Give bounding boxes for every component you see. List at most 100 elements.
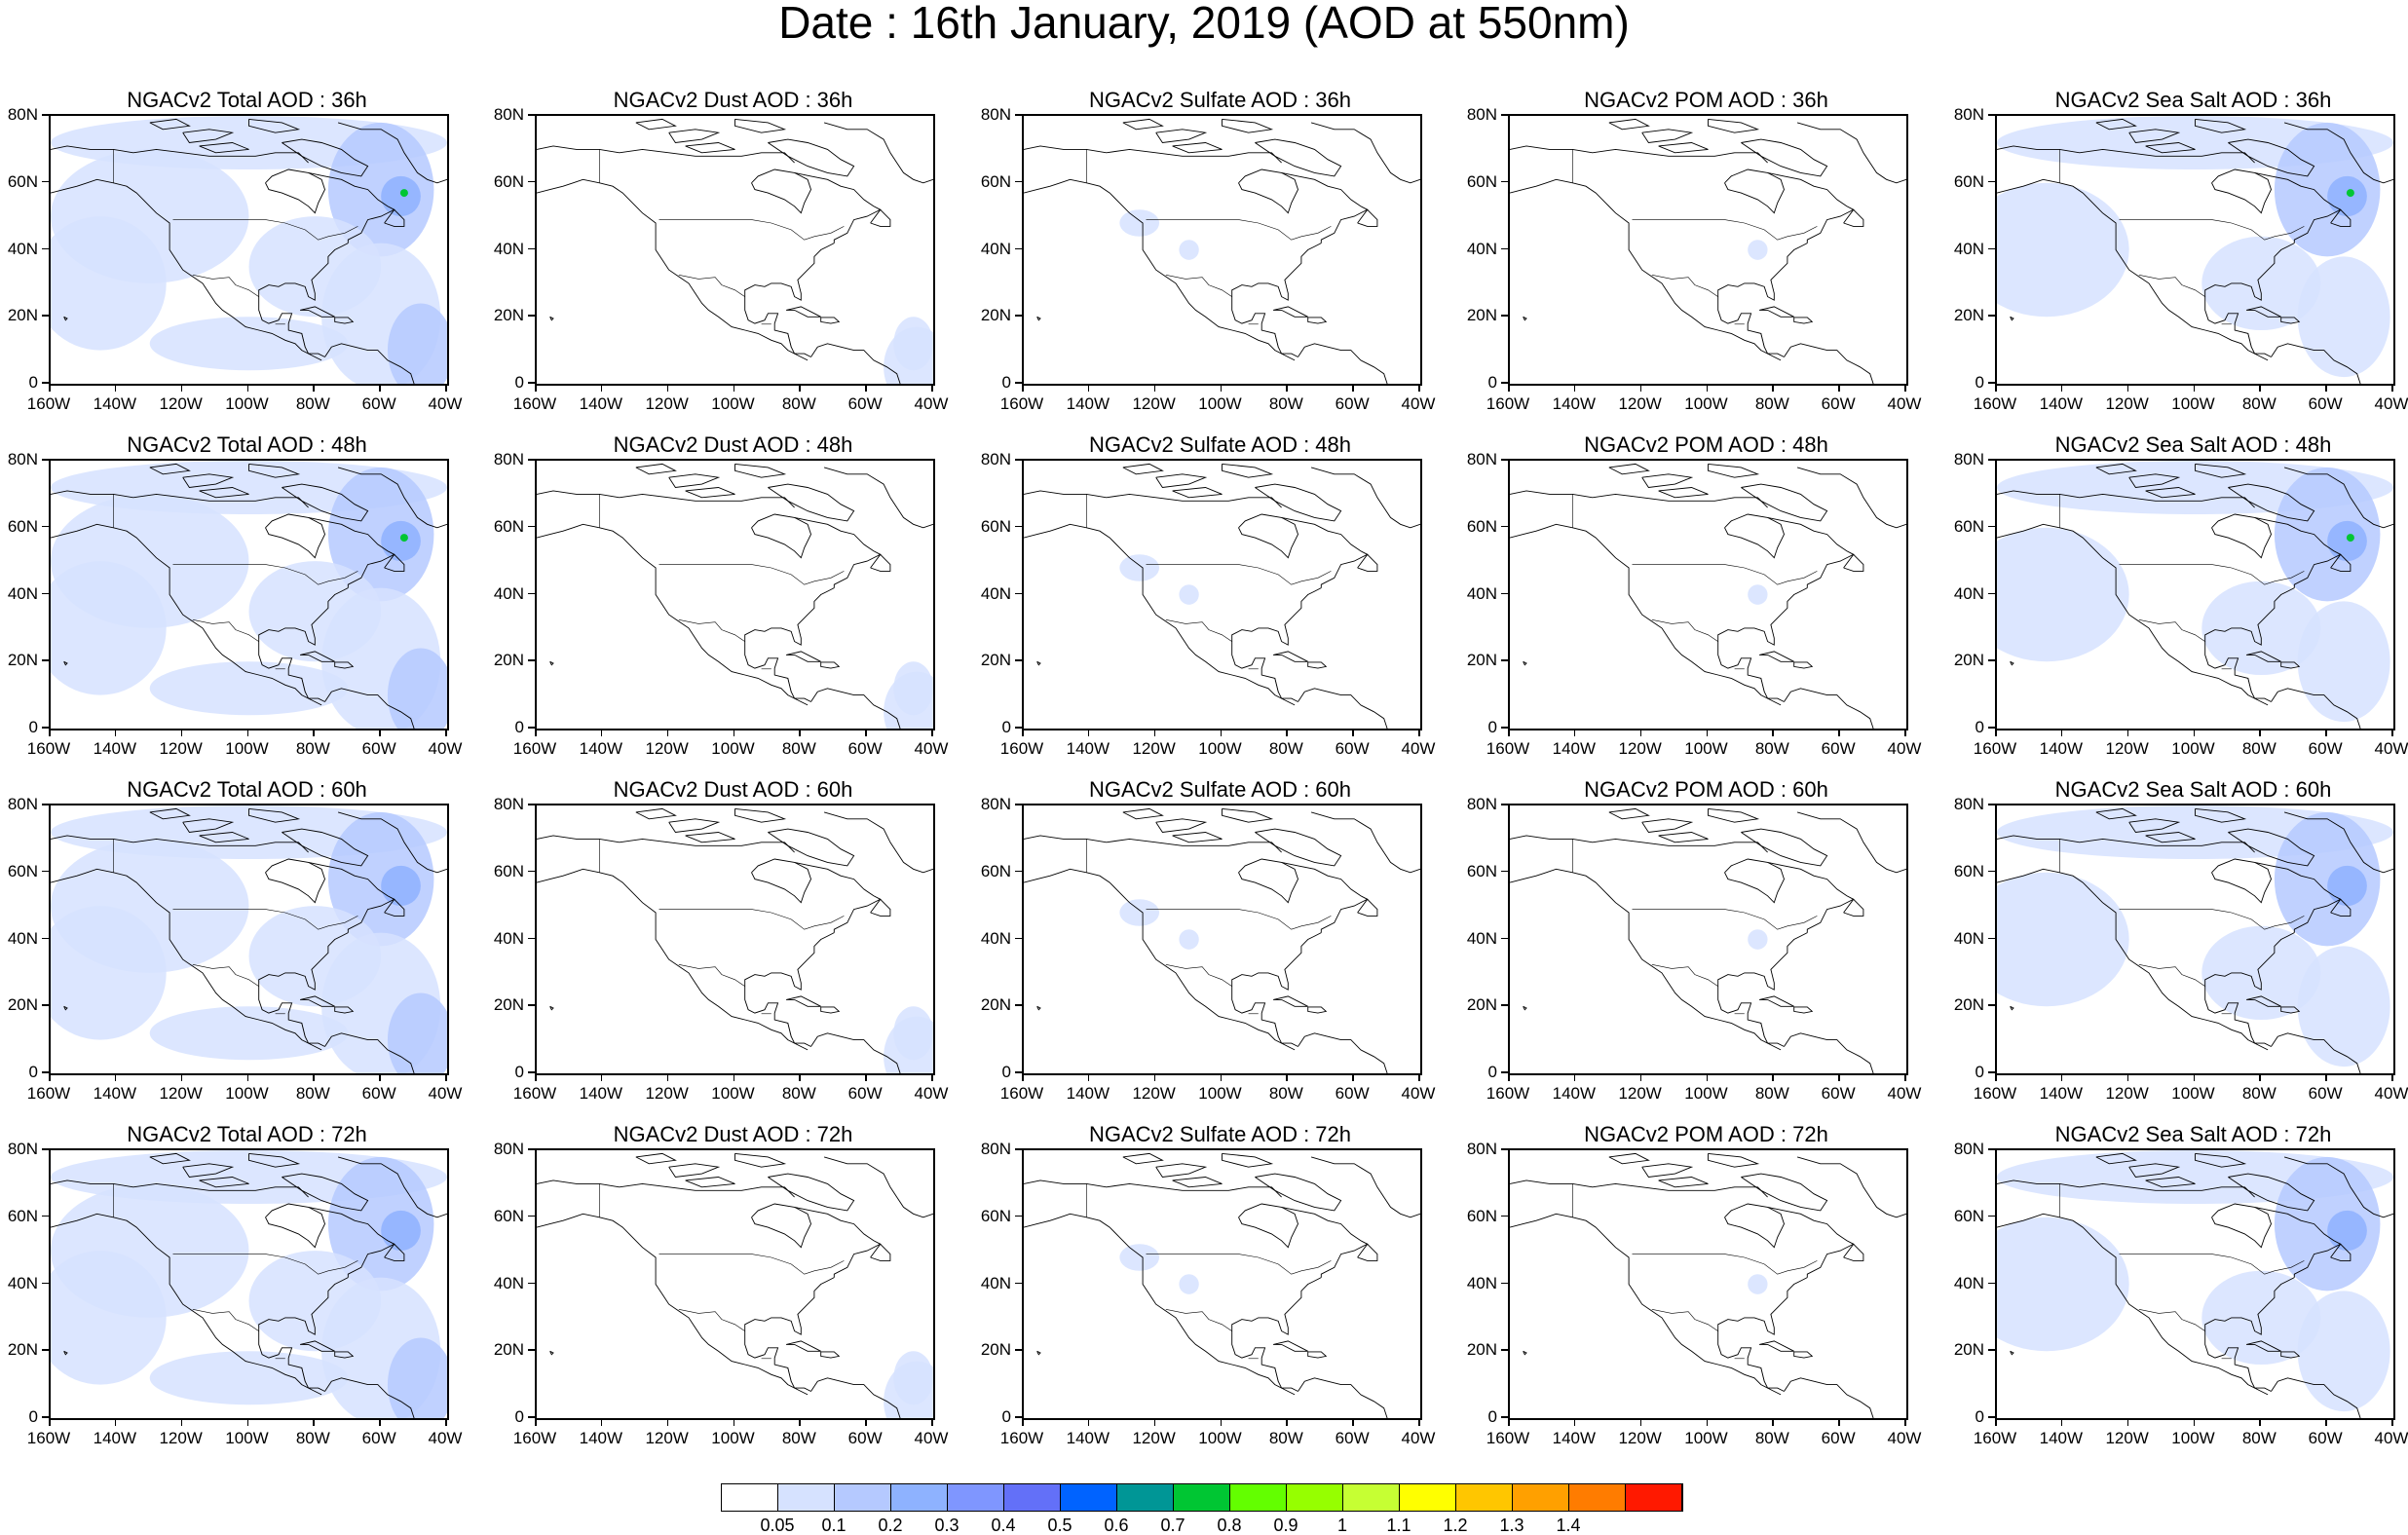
panel-title: NGACv2 Sea Salt AOD : 36h [2054, 88, 2332, 112]
coastline [1724, 858, 1785, 904]
x-tick-label: 120W [1618, 1084, 1662, 1103]
y-tick [42, 1349, 49, 1351]
panel-title: NGACv2 Total AOD : 48h [127, 432, 367, 457]
aod-shade [2274, 811, 2381, 947]
coastline [2128, 473, 2181, 488]
x-tick-label: 40W [2374, 1429, 2408, 1447]
x-tick-label: 80W [781, 1429, 816, 1447]
coastline [1357, 208, 1378, 227]
coastline [1281, 861, 1369, 933]
coastline [537, 868, 809, 1051]
x-tick-label: 40W [914, 1429, 949, 1447]
coastline [308, 1206, 395, 1278]
coastline [384, 1243, 405, 1261]
coastline [823, 122, 933, 184]
x-tick [246, 1074, 248, 1081]
colorbar-label: 0.7 [1160, 1516, 1185, 1535]
x-tick-label: 100W [711, 1084, 755, 1103]
border-line [787, 333, 792, 348]
x-tick-label: 40W [1401, 1429, 1436, 1447]
coastline [1608, 1152, 1650, 1165]
x-tick-label: 100W [711, 1429, 755, 1447]
border-line [1651, 1309, 1718, 1331]
coastline [1784, 1377, 1874, 1418]
map-canvas [1510, 118, 1906, 384]
x-tick-label: 140W [1066, 739, 1110, 758]
coastline [1767, 1206, 1855, 1278]
coastline [2211, 1203, 2272, 1249]
coastline [751, 1203, 811, 1249]
map-panel: NGACv2 Total AOD : 60h 80N 60N 40N 20N 0 160W 1… [5, 777, 492, 1123]
aod-shade [381, 520, 421, 562]
panel-title: NGACv2 Total AOD : 36h [127, 88, 367, 112]
y-tick-label: 20N [493, 995, 524, 1015]
colorbar-label: 0.3 [934, 1516, 959, 1535]
x-tick [1573, 1074, 1576, 1081]
border-line [2119, 564, 2305, 585]
border-line [787, 1367, 792, 1382]
y-tick-label: 80N [980, 1140, 1011, 1158]
x-tick [1995, 730, 1997, 736]
x-tick [445, 730, 447, 736]
coastline [324, 1032, 415, 1073]
y-tick [1988, 114, 1995, 116]
aod-shade [2297, 601, 2390, 723]
coastline [870, 898, 891, 917]
figure-title: Date : 16th January, 2019 (AOD at 550nm) [778, 0, 1630, 48]
border-line [1165, 275, 1232, 297]
map-frame [49, 114, 449, 386]
y-tick [42, 1004, 49, 1006]
coastline [149, 1152, 191, 1165]
coastline [63, 1350, 68, 1356]
map-frame [1022, 459, 1422, 730]
panel-title: NGACv2 Sea Salt AOD : 48h [2054, 432, 2332, 457]
coastline [744, 1277, 835, 1392]
y-tick [528, 1349, 535, 1351]
x-tick-label: 160W [999, 1084, 1044, 1103]
coastline [2280, 317, 2301, 324]
map-panel: NGACv2 Dust AOD : 60h 80N 60N 40N 20N 0 160W 14… [491, 777, 978, 1123]
x-tick [1087, 385, 1090, 392]
border-line [2247, 1023, 2252, 1037]
x-tick [1904, 1419, 1906, 1426]
x-tick-label: 80W [1268, 394, 1303, 413]
coastline [337, 811, 447, 874]
x-tick-label: 160W [512, 394, 557, 413]
map-frame [535, 459, 935, 730]
coastline [149, 807, 191, 820]
y-tick [42, 459, 49, 461]
x-tick [1838, 730, 1840, 736]
coastline [685, 142, 735, 154]
y-tick-label: 60N [1953, 1206, 1984, 1225]
y-tick-label: 80N [493, 105, 524, 124]
coastline [1658, 1177, 1709, 1188]
y-tick-label: 80N [980, 450, 1011, 468]
x-tick [1838, 385, 1840, 392]
x-tick-label: 80W [295, 739, 330, 758]
coastline [1793, 1006, 1814, 1014]
x-tick-label: 60W [361, 739, 396, 758]
coastline [768, 1173, 855, 1212]
x-tick [2126, 385, 2129, 392]
map-canvas [1024, 463, 1420, 729]
aod-shade [327, 122, 434, 257]
coastline [2254, 861, 2342, 933]
x-tick [1022, 1419, 1024, 1426]
map-panel: NGACv2 Sea Salt AOD : 60h 80N 60N 40N 20N 0 16… [1951, 777, 2408, 1123]
coastline [1784, 688, 1874, 729]
coastline [265, 858, 325, 904]
x-tick [1153, 385, 1156, 392]
y-tick [1015, 1071, 1022, 1073]
aod-shade [2327, 1210, 2367, 1252]
map-panel: NGACv2 Sulfate AOD : 36h 80N 60N 40N 20N 0 160… [978, 88, 1465, 433]
y-tick [1501, 1282, 1508, 1284]
x-tick-label: 140W [93, 1084, 137, 1103]
colorbar [721, 1483, 1683, 1512]
x-tick [865, 730, 867, 736]
coastline [2010, 1350, 2014, 1356]
coastline [1843, 208, 1864, 227]
x-tick [1573, 1419, 1576, 1426]
x-tick-label: 160W [1973, 1429, 2017, 1447]
coastline [1793, 1351, 1814, 1359]
y-tick-label: 80N [1466, 450, 1497, 468]
